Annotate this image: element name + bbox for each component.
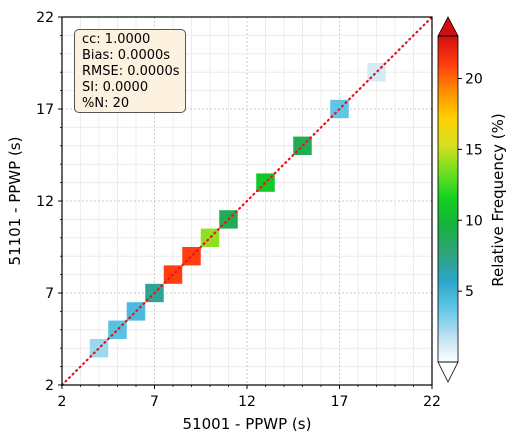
y-axis-label: 51101 - PPWP (s) (6, 137, 24, 266)
y-tick-label: 12 (36, 194, 54, 210)
identity-line-path (60, 15, 434, 387)
y-tick-label: 17 (36, 102, 54, 118)
x-axis: 2 7 12 17 22 (58, 385, 441, 410)
y-tick-label: 22 (36, 10, 54, 26)
colorbar: 5 10 15 20 (437, 16, 483, 383)
colorbar-tick-label: 10 (465, 213, 483, 229)
colorbar-label: Relative Frequency (%) (489, 113, 507, 286)
colorbar-frame (437, 35, 459, 363)
colorbar-tick-label: 20 (465, 72, 483, 88)
colorbar-gradient (438, 36, 458, 362)
stats-bias: Bias: 0.0000s (82, 48, 171, 63)
colorbar-max-arrow (437, 16, 459, 37)
x-tick-label: 17 (331, 394, 349, 410)
stats-box: cc: 1.0000 Bias: 0.0000s RMSE: 0.0000s S… (74, 29, 186, 113)
y-tick-label: 7 (45, 286, 54, 302)
stats-rmse: RMSE: 0.0000s (82, 64, 180, 79)
colorbar-min-arrow (437, 361, 459, 383)
x-axis-label: 51001 - PPWP (s) (183, 415, 312, 433)
colorbar-tick-label: 5 (465, 284, 474, 300)
y-axis: 2 7 12 17 22 (36, 10, 62, 394)
stats-cc: cc: 1.0000 (82, 32, 151, 47)
y-tick-label: 2 (45, 378, 54, 394)
identity-line (60, 15, 434, 387)
stats-si: SI: 0.0000 (82, 80, 149, 95)
x-tick-label: 7 (150, 394, 159, 410)
x-tick-label: 2 (58, 394, 67, 410)
colorbar-tick-label: 15 (465, 142, 483, 158)
stats-n: %N: 20 (82, 96, 130, 111)
x-tick-label: 12 (238, 394, 256, 410)
x-tick-label: 22 (423, 394, 441, 410)
